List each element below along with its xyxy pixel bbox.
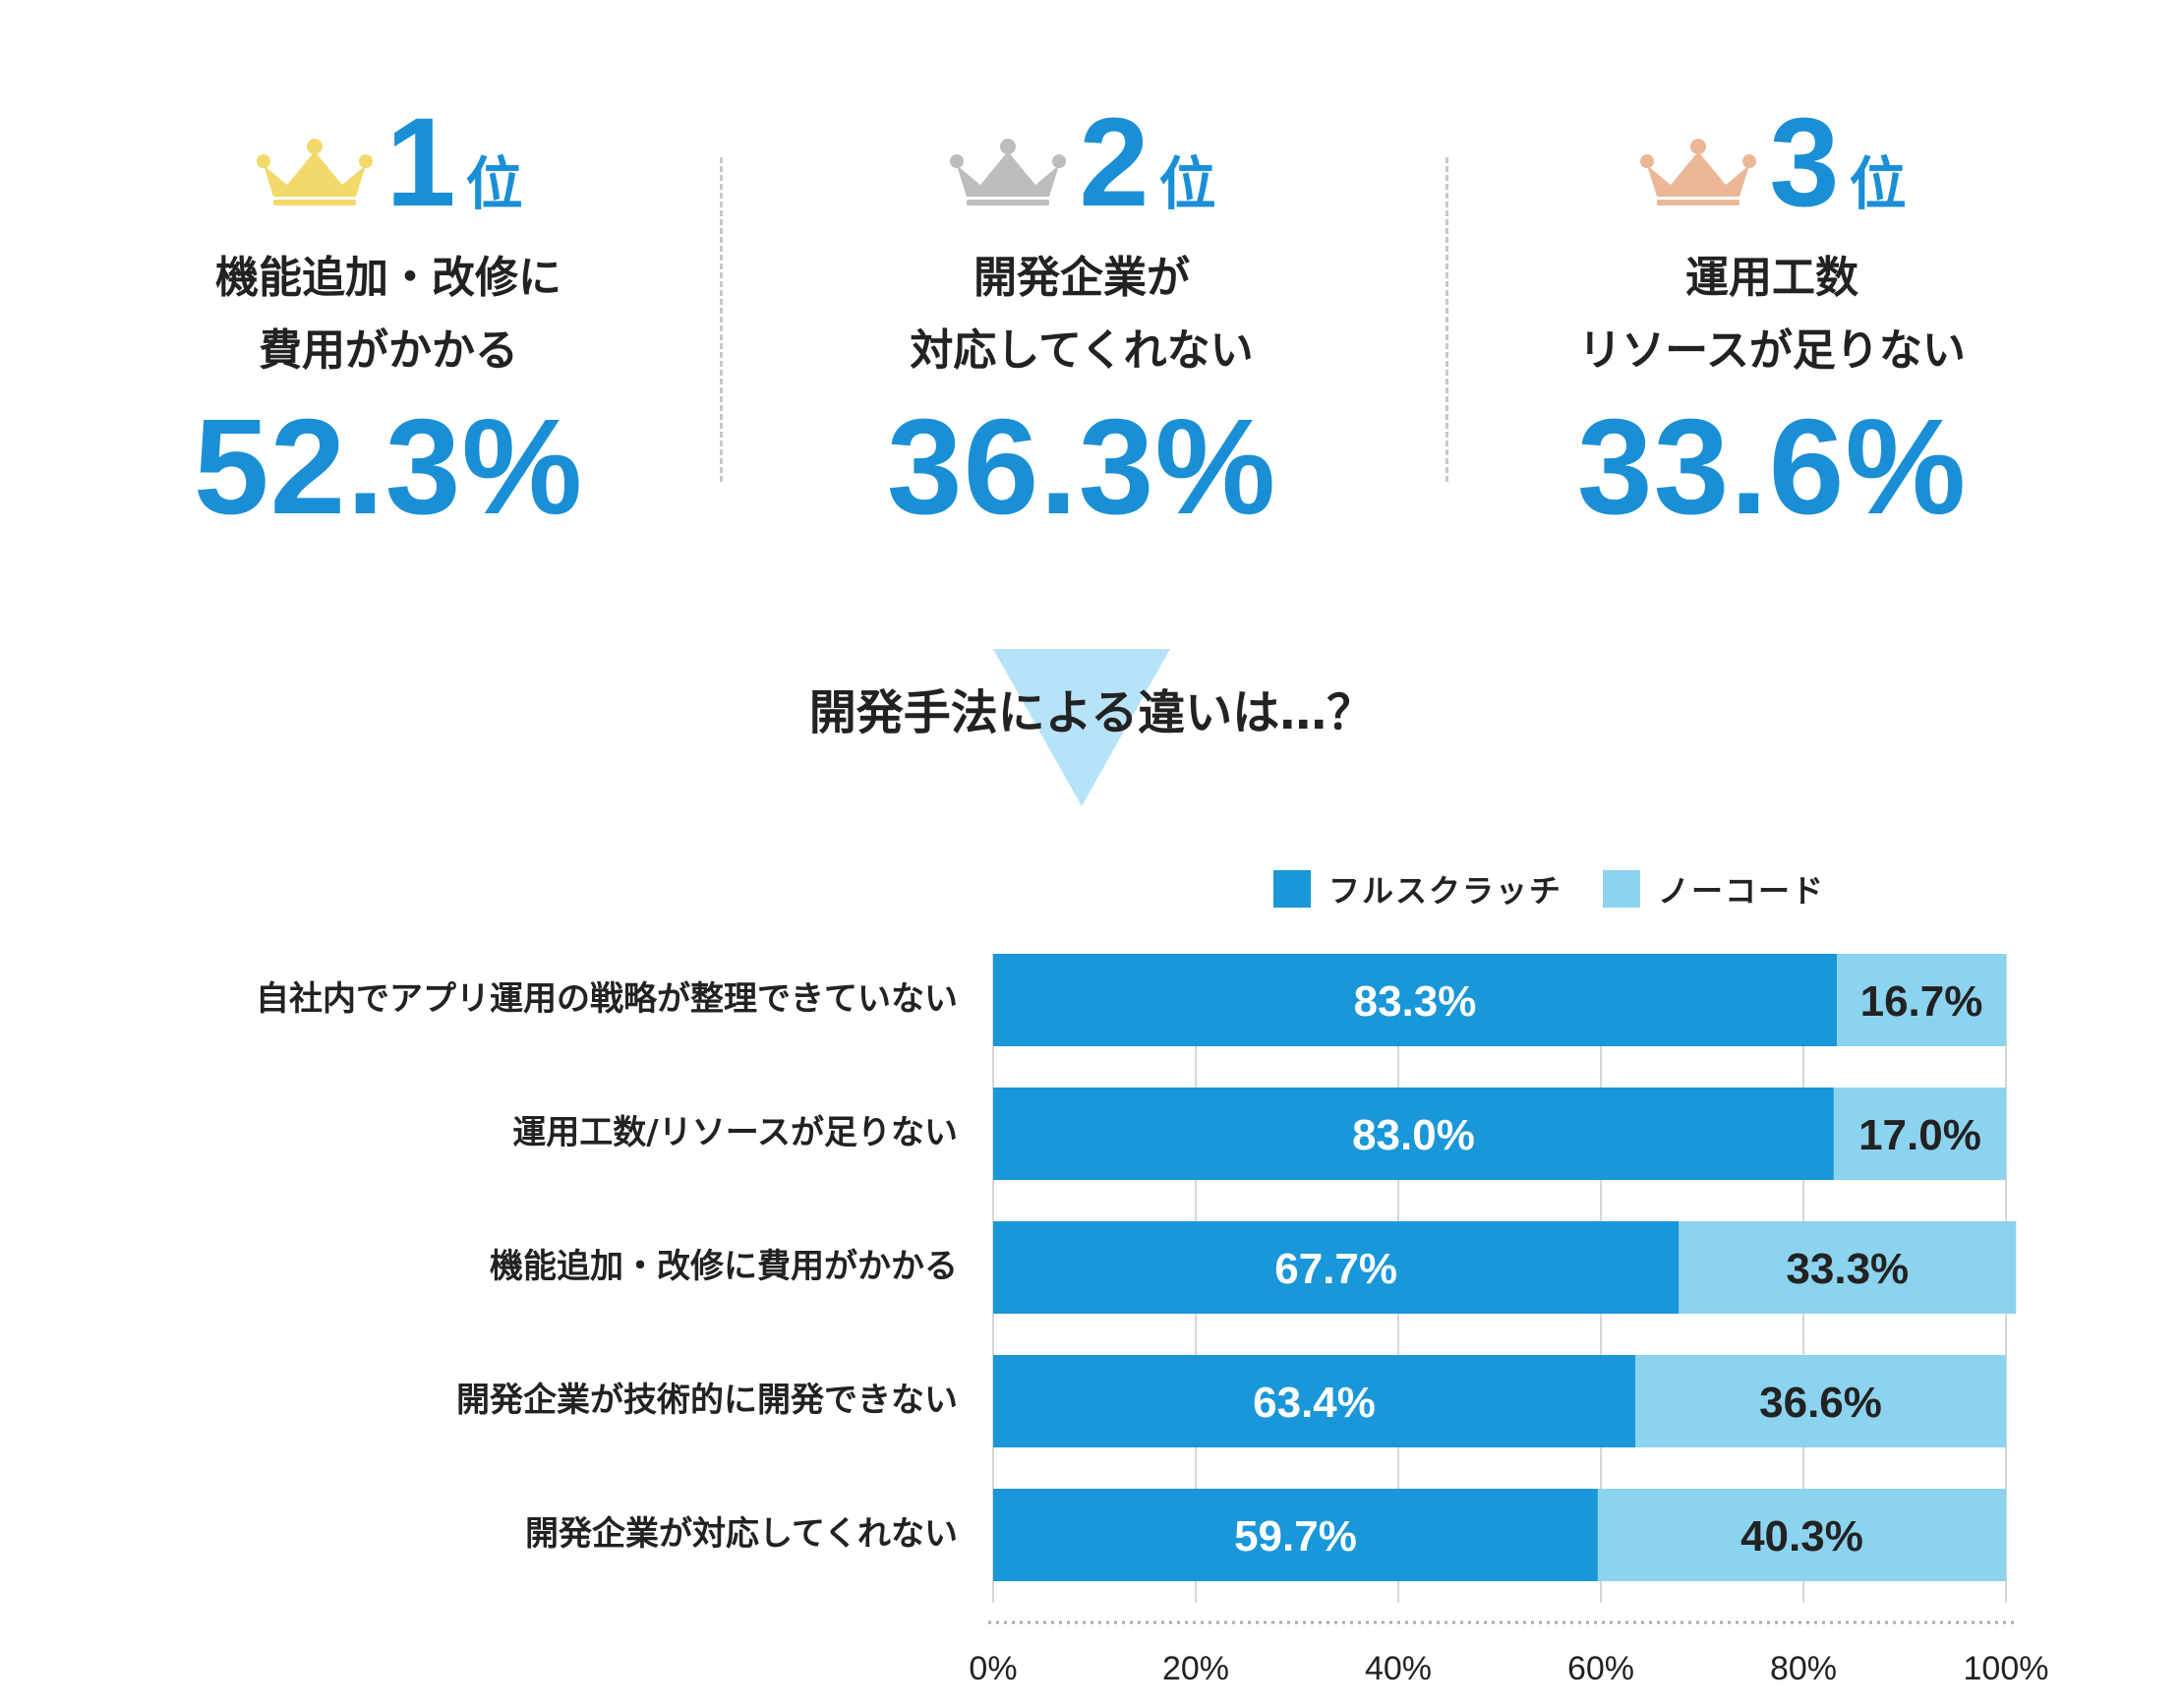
- rank-label: 開発企業が 対応してくれない: [806, 242, 1357, 387]
- rank-label-line2: 費用がかかる: [259, 325, 518, 376]
- legend-nocode: ノーコード: [1603, 865, 1825, 913]
- x-tick-label: 40%: [1365, 1650, 1432, 1687]
- divider: [720, 157, 723, 482]
- rank-unit: 位: [1849, 150, 1907, 217]
- x-tick-label: 100%: [1964, 1650, 2049, 1687]
- bar-nocode: [1836, 954, 2006, 1046]
- rank-number: 1: [385, 92, 456, 233]
- bar-label-fullscratch: 83.3%: [1354, 977, 1477, 1026]
- rank-unit: 位: [465, 150, 523, 217]
- bar-nocode: [1635, 1355, 2006, 1447]
- bar-fullscratch: [993, 1221, 1680, 1314]
- rank-card-3: 3 位 運用工数 リソースが足りない 33.6%: [1497, 100, 2047, 543]
- rank-label-line1: 運用工数: [1685, 253, 1858, 303]
- rank-label-line2: リソースが足りない: [1578, 325, 1966, 376]
- crown-gold-icon: [257, 139, 374, 206]
- bar-fullscratch: [993, 1088, 1834, 1180]
- bar-label-nocode: 16.7%: [1860, 977, 1983, 1026]
- crown-bronze-icon: [1640, 139, 1757, 206]
- rank-number: 3: [1769, 92, 1840, 233]
- x-tick-label: 80%: [1770, 1650, 1837, 1687]
- bar-label-nocode: 17.0%: [1858, 1111, 1981, 1159]
- divider: [1445, 157, 1448, 482]
- category-label: 開発企業が対応してくれない: [525, 1514, 958, 1554]
- bar-nocode: [1833, 1088, 2006, 1180]
- rank-card-1: 1 位 機能追加・改修に 費用がかかる 52.3%: [113, 100, 664, 543]
- rank-card-2: 2 位 開発企業が 対応してくれない 36.3%: [806, 100, 1357, 543]
- category-label: 運用工数/リソースが足りない: [512, 1113, 958, 1152]
- section-title: 開発手法による違いは…？: [808, 685, 1375, 740]
- legend-swatch: [1603, 870, 1640, 908]
- legend-label: ノーコード: [1658, 872, 1826, 910]
- bar-label-fullscratch: 67.7%: [1274, 1245, 1397, 1293]
- rank-percent: 33.6%: [1576, 391, 1968, 543]
- bar-label-fullscratch: 63.4%: [1253, 1379, 1376, 1427]
- x-tick-label: 0%: [969, 1650, 1017, 1687]
- rank-label-line2: 対応してくれない: [910, 325, 1254, 376]
- bar-fullscratch: [993, 954, 1837, 1046]
- category-label: 開発企業が技術的に開発できない: [456, 1381, 958, 1420]
- bar-fullscratch: [993, 1355, 1636, 1447]
- bar-label-nocode: 40.3%: [1740, 1512, 1863, 1561]
- bar-label-fullscratch: 59.7%: [1234, 1512, 1357, 1561]
- x-tick-label: 20%: [1162, 1650, 1229, 1687]
- legend-swatch: [1273, 870, 1311, 908]
- rank-percent: 52.3%: [193, 391, 584, 543]
- bar-label-fullscratch: 83.0%: [1352, 1111, 1475, 1159]
- crown-silver-icon: [950, 139, 1067, 206]
- bar-nocode: [1597, 1489, 2006, 1581]
- bar-label-nocode: 33.3%: [1786, 1245, 1909, 1293]
- rank-label-line1: 機能追加・改修に: [215, 253, 561, 303]
- category-label: 自社内でアプリ運用の戦略が整理できていない: [256, 979, 958, 1019]
- rank-percent: 36.3%: [886, 391, 1277, 543]
- x-tick-label: 60%: [1567, 1650, 1634, 1687]
- bar-fullscratch: [993, 1489, 1598, 1581]
- bar-label-nocode: 36.6%: [1759, 1379, 1882, 1427]
- rank-unit: 位: [1158, 150, 1216, 217]
- down-triangle-icon: [993, 649, 1170, 806]
- rank-label: 運用工数 リソースが足りない: [1497, 242, 2047, 387]
- rank-number: 2: [1079, 92, 1150, 233]
- rank-label: 機能追加・改修に 費用がかかる: [113, 242, 664, 387]
- legend-label: フルスクラッチ: [1328, 872, 1563, 910]
- bar-nocode: [1679, 1221, 2017, 1314]
- category-label: 機能追加・改修に費用がかかる: [490, 1247, 958, 1286]
- rank-label-line1: 開発企業が: [973, 253, 1190, 303]
- legend-fullscratch: フルスクラッチ: [1273, 865, 1563, 913]
